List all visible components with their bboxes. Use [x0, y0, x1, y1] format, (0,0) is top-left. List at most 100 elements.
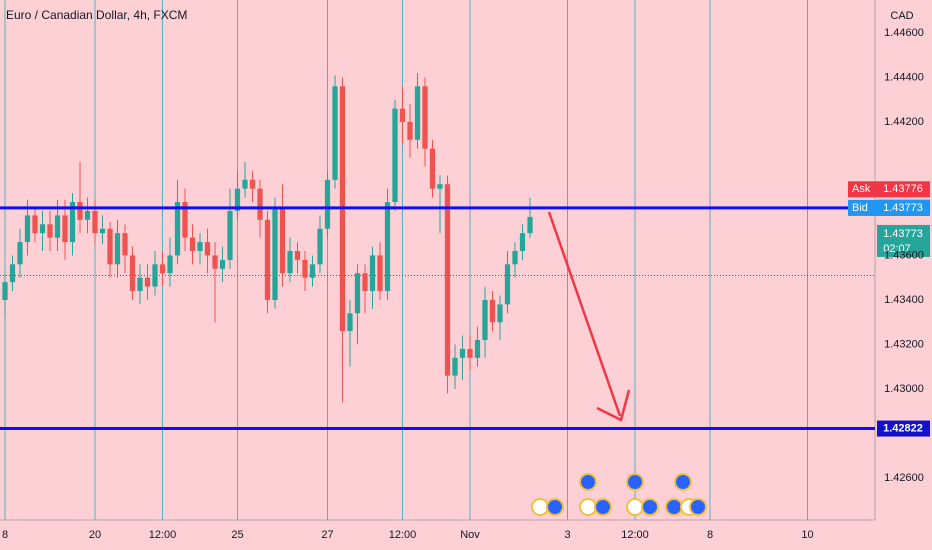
candle-body	[84, 210, 91, 220]
x-tick-label: 8	[2, 529, 8, 541]
candle-body	[257, 188, 263, 220]
candle-body	[264, 219, 271, 300]
candle-body	[159, 264, 166, 274]
candle-body	[384, 202, 391, 292]
candle-body	[92, 210, 98, 234]
x-tick-label: 10	[801, 529, 813, 541]
candle-body	[429, 148, 436, 189]
level-tag	[877, 420, 930, 437]
candle-body	[167, 255, 173, 274]
candle-body	[504, 264, 511, 305]
candle-body	[437, 184, 443, 189]
candle-body	[302, 259, 308, 278]
candle-body	[24, 215, 31, 243]
bid-tag	[848, 199, 930, 216]
x-tick-label: 27	[321, 529, 333, 541]
candle-body	[444, 184, 451, 376]
plot	[0, 72, 875, 431]
candle-body	[332, 86, 338, 180]
candle-body	[422, 86, 428, 149]
x-tick-label: 3	[564, 529, 570, 541]
candle-body	[474, 339, 481, 358]
event-icons	[531, 473, 707, 516]
candle-body	[39, 224, 46, 234]
candle-body	[212, 255, 218, 269]
candle-body	[287, 250, 293, 274]
y-tick-label: 1.43000	[884, 383, 924, 395]
x-tick-label: 12:00	[389, 529, 417, 541]
candle-body	[32, 215, 38, 234]
x-tick-label: 12:00	[621, 529, 649, 541]
y-tick-label: 1.43200	[884, 338, 924, 350]
candle-body	[227, 210, 233, 260]
x-tick-label: 25	[231, 529, 243, 541]
candle-body	[467, 348, 473, 358]
candle-body	[62, 215, 68, 243]
candle-body	[77, 202, 83, 220]
y-tick-label: 1.44400	[884, 71, 924, 83]
candle-body	[272, 206, 278, 300]
candle-body	[459, 348, 466, 358]
candle-body	[99, 228, 106, 234]
candle-body	[354, 273, 361, 314]
candle-body	[69, 202, 76, 243]
x-tick-label: 12:00	[149, 529, 177, 541]
price-axis-bg	[875, 0, 932, 550]
forecast-arrow	[547, 211, 631, 422]
candle-body	[324, 179, 331, 229]
candle-body	[519, 233, 526, 251]
candle-body	[9, 264, 16, 283]
candle-body	[489, 299, 496, 323]
candle-body	[279, 206, 286, 274]
bid-tag-value: 1.43773	[883, 202, 923, 214]
candle-body	[497, 304, 503, 323]
candle-body	[144, 277, 151, 287]
candle-body	[369, 255, 376, 292]
candle-body	[317, 228, 323, 265]
candle-body	[54, 215, 61, 238]
candle-body	[137, 277, 143, 292]
candle-body	[152, 264, 158, 287]
candle-body	[512, 250, 518, 265]
candle-body	[17, 242, 23, 265]
candle-body	[129, 255, 136, 292]
candle-body	[234, 188, 241, 211]
candle-body	[47, 224, 53, 238]
candle-body	[482, 299, 488, 340]
candle-body	[347, 313, 353, 332]
currency-label: CAD	[890, 10, 913, 22]
candle-body	[182, 202, 188, 238]
last-tag	[877, 224, 930, 257]
candle-body	[407, 121, 413, 140]
candle-body	[399, 108, 406, 122]
y-tick-label: 1.42600	[884, 472, 924, 484]
candle-body	[242, 179, 248, 189]
y-tick-label: 1.44200	[884, 116, 924, 128]
candle-body	[377, 255, 383, 292]
candle-body	[189, 237, 196, 251]
y-tick-label: 1.43400	[884, 294, 924, 306]
x-tick-label: Nov	[460, 529, 480, 541]
candle-body	[392, 108, 398, 203]
candle-body	[122, 233, 128, 256]
candle-body	[294, 250, 301, 260]
price-tags: 1.438141.42822Ask1.43776Bid1.437731.4377…	[848, 181, 930, 437]
ask-tag	[848, 181, 930, 198]
candle-body	[174, 202, 181, 256]
last-tag-countdown: 02:07	[883, 243, 911, 255]
level-tag-label: 1.42822	[883, 422, 923, 434]
candle-body	[219, 259, 226, 269]
bid-tag-name: Bid	[852, 202, 868, 214]
chart-title: Euro / Canadian Dollar, 4h, FXCM	[6, 8, 187, 22]
candle-body	[527, 216, 533, 234]
candle-body	[204, 242, 211, 256]
ask-tag-name: Ask	[852, 183, 871, 195]
candle-body	[2, 282, 8, 300]
candle-body	[414, 86, 421, 140]
candle-body	[452, 357, 458, 376]
x-tick-label: 20	[89, 529, 101, 541]
candle-body	[362, 273, 368, 292]
ask-tag-value: 1.43776	[883, 183, 923, 195]
